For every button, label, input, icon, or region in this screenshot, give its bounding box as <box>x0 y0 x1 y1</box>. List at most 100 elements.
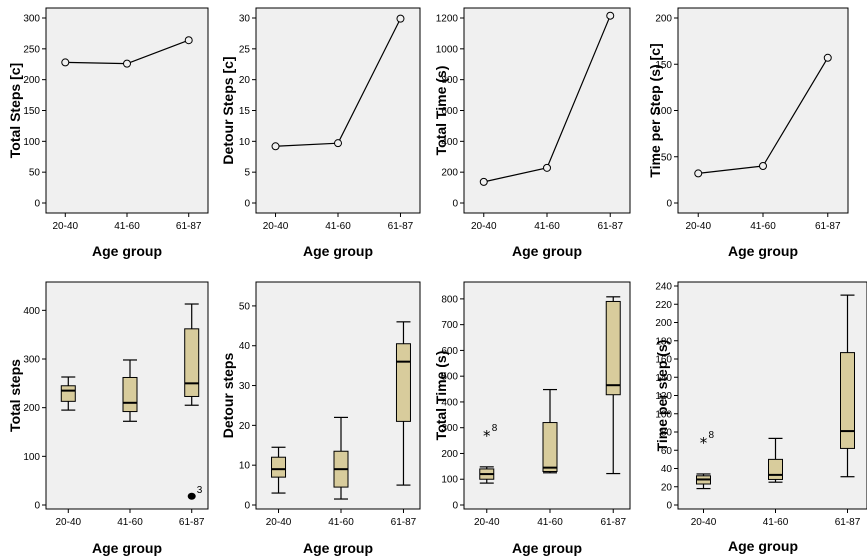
y-tick-label: 150 <box>655 60 672 71</box>
data-point <box>271 142 280 151</box>
box-iqr <box>840 352 855 449</box>
chart-panel-5: 0 100 200 300 400 20-40 41-60 61-87 Age group Tot… <box>7 281 209 556</box>
x-axis-title: Age group <box>303 540 373 556</box>
y-tick-label: 60 <box>661 446 673 457</box>
data-point <box>334 139 342 148</box>
box-iqr <box>768 458 783 480</box>
x-axis-title: Age group <box>303 243 373 259</box>
x-tick-label: 41-60 <box>534 221 560 232</box>
x-tick-label: 61-87 <box>391 517 417 528</box>
data-point <box>759 162 767 170</box>
box-41-60 <box>333 416 349 500</box>
x-tick-label: 20-40 <box>474 517 500 528</box>
box-iqr <box>60 385 76 402</box>
y-axis-title: Total Time (s) <box>433 351 449 441</box>
y-tick-label: 400 <box>441 137 458 148</box>
y-tick-label: 700 <box>441 320 458 331</box>
x-axis-title: Age group <box>512 540 582 556</box>
data-point <box>61 58 70 67</box>
y-tick-label: 200 <box>441 449 458 460</box>
y-tick-label: 150 <box>23 106 40 117</box>
box-61-87 <box>605 296 621 475</box>
data-point <box>606 11 615 20</box>
y-tick-label: 0 <box>452 199 458 210</box>
data-point <box>694 169 703 178</box>
outlier-point: * <box>700 434 708 452</box>
x-axis-title: Age group <box>728 243 798 259</box>
y-axis-title: Total Time (s) <box>433 66 449 156</box>
y-tick-label: 300 <box>23 14 40 25</box>
x-tick-label: 41-60 <box>763 517 789 528</box>
y-axis-title: Detour Steps [c] <box>220 56 236 164</box>
y-tick-label: 240 <box>655 282 672 293</box>
y-tick-label: 0 <box>34 199 40 210</box>
y-tick-label: 200 <box>655 14 672 25</box>
x-tick-label: 61-87 <box>835 517 861 528</box>
y-tick-label: 50 <box>29 168 41 179</box>
y-axis-title: Time per Step (s) [c] <box>647 43 663 177</box>
x-tick-label: 41-60 <box>114 221 140 232</box>
y-tick-label: 0 <box>666 501 672 512</box>
y-tick-label: 80 <box>661 428 673 439</box>
data-point <box>123 59 131 68</box>
y-tick-label: 600 <box>441 106 458 117</box>
x-axis-title: Age group <box>512 243 582 259</box>
x-tick-label: 61-87 <box>815 221 841 232</box>
box-iqr <box>184 328 200 397</box>
plot-area <box>463 7 631 214</box>
y-tick-label: 200 <box>441 168 458 179</box>
box-20-40 <box>271 446 287 494</box>
x-tick-label: 20-40 <box>55 517 81 528</box>
y-tick-label: 200 <box>23 403 40 414</box>
data-point <box>184 36 193 45</box>
y-axis-title: Total Steps [c] <box>7 63 23 158</box>
outlier-label: 8 <box>709 430 715 441</box>
y-tick-label: 220 <box>655 300 672 311</box>
y-axis-title: Time per step (s) <box>654 340 670 452</box>
y-tick-label: 0 <box>244 501 250 512</box>
y-tick-label: 300 <box>23 355 40 366</box>
y-tick-label: 20 <box>661 482 673 493</box>
box-41-60 <box>768 437 783 483</box>
box-20-40 <box>60 376 76 411</box>
y-tick-label: 300 <box>441 423 458 434</box>
y-axis-title: Detour steps <box>220 353 236 439</box>
box-61-87 <box>184 303 200 406</box>
chart-panel-1: 0 50 100 150 200 250 300 20-40 41-60 61-87 Age gro… <box>7 7 209 259</box>
y-tick-label: 100 <box>23 452 40 463</box>
x-tick-label: 41-60 <box>750 221 776 232</box>
y-tick-label: 0 <box>666 199 672 210</box>
box-iqr <box>542 422 558 473</box>
y-tick-label: 100 <box>655 409 672 420</box>
data-point <box>479 177 488 186</box>
chart-panel-2: 0 5 10 15 20 25 30 20-40 41-60 61-87 Age group Deto… <box>220 7 421 259</box>
data-point <box>823 53 832 62</box>
box-61-87 <box>395 321 411 486</box>
box-20-40 <box>696 473 711 490</box>
box-41-60 <box>542 388 558 474</box>
x-tick-label: 20-40 <box>266 517 292 528</box>
y-tick-label: 200 <box>655 318 672 329</box>
y-tick-label: 50 <box>239 301 251 312</box>
x-axis-title: Age group <box>92 243 162 259</box>
y-tick-label: 5 <box>244 168 250 179</box>
x-tick-label: 20-40 <box>471 221 497 232</box>
data-point <box>396 14 405 23</box>
y-tick-label: 800 <box>441 294 458 305</box>
outlier-point <box>187 492 196 500</box>
y-tick-label: 1200 <box>436 14 459 25</box>
y-tick-label: 100 <box>655 106 672 117</box>
box-iqr <box>605 300 621 396</box>
y-tick-label: 180 <box>655 336 672 347</box>
y-tick-label: 400 <box>23 306 40 317</box>
y-tick-label: 500 <box>441 372 458 383</box>
y-tick-label: 25 <box>239 44 251 55</box>
y-tick-label: 100 <box>441 475 458 486</box>
plot-area <box>255 7 421 214</box>
y-tick-label: 120 <box>655 391 672 402</box>
x-tick-label: 41-60 <box>325 221 351 232</box>
box-iqr <box>271 456 287 478</box>
chart-panel-7: 0 100 200 300 400 500 600 700 800 20-40 41-60 61-87… <box>433 281 631 556</box>
x-tick-label: 20-40 <box>263 221 289 232</box>
box-41-60 <box>122 359 138 422</box>
